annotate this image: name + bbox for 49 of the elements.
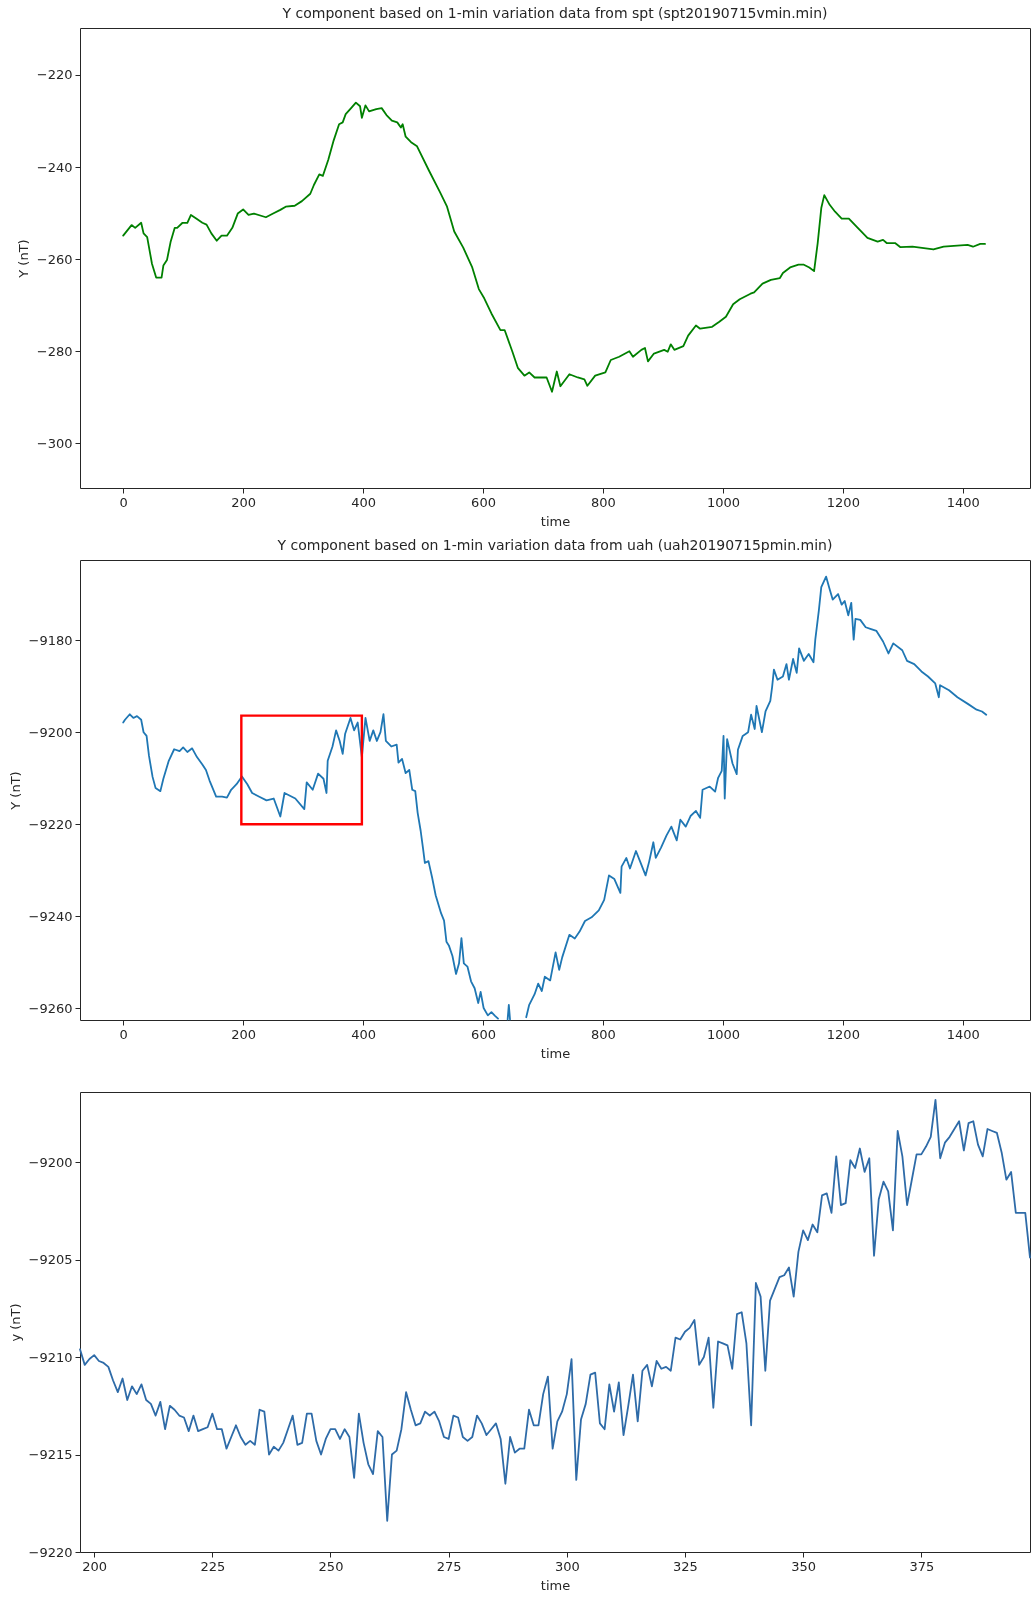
line-series bbox=[122, 101, 986, 393]
x-tick-label: 1200 bbox=[826, 1026, 860, 1042]
y-tick-label: −9205 bbox=[28, 1252, 73, 1268]
y-axis-title: y (nT) bbox=[7, 1303, 23, 1342]
y-tick-label: −9215 bbox=[28, 1447, 73, 1463]
y-tick-label: −9260 bbox=[28, 1000, 73, 1016]
x-tick-label: 250 bbox=[318, 1558, 344, 1574]
x-tick-label: 1400 bbox=[946, 494, 980, 510]
x-tick-label: 800 bbox=[591, 494, 616, 510]
y-tick-label: −220 bbox=[36, 67, 73, 83]
y-tick-label: −280 bbox=[36, 343, 73, 359]
x-tick-label: 200 bbox=[231, 494, 257, 510]
x-tick-label: 275 bbox=[436, 1558, 462, 1574]
x-tick-label: 200 bbox=[231, 1026, 257, 1042]
y-axis-title: Y (nT) bbox=[15, 239, 31, 279]
y-tick-label: −9240 bbox=[28, 908, 73, 924]
x-tick-label: 600 bbox=[471, 494, 496, 510]
x-tick-label: 400 bbox=[351, 494, 376, 510]
x-tick-label: 0 bbox=[119, 1026, 128, 1042]
chart-title: Y component based on 1-min variation data from uah (uah20190715pmin.min) bbox=[276, 537, 833, 553]
y-tick-label: −240 bbox=[36, 159, 73, 175]
y-tick-label: −9180 bbox=[28, 632, 73, 648]
x-axis-title: time bbox=[540, 1577, 571, 1593]
y-tick-label: −260 bbox=[36, 251, 73, 267]
x-tick-label: 800 bbox=[591, 1026, 616, 1042]
y-tick-label: −9200 bbox=[28, 1154, 73, 1170]
x-tick-label: 325 bbox=[673, 1558, 698, 1574]
chart-title: Y component based on 1-min variation data from spt (spt20190715vmin.min) bbox=[281, 5, 828, 21]
x-tick-label: 1200 bbox=[826, 494, 860, 510]
x-tick-label: 200 bbox=[82, 1558, 108, 1574]
x-tick-label: 1000 bbox=[706, 494, 740, 510]
x-tick-label: 225 bbox=[200, 1558, 226, 1574]
y-axis-title: Y (nT) bbox=[7, 771, 23, 811]
x-tick-label: 0 bbox=[119, 494, 128, 510]
x-axis-title: time bbox=[540, 1045, 571, 1061]
y-tick-label: −9200 bbox=[28, 724, 73, 740]
x-tick-label: 600 bbox=[471, 1026, 496, 1042]
x-tick-label: 350 bbox=[791, 1558, 817, 1574]
x-tick-label: 375 bbox=[909, 1558, 935, 1574]
y-tick-label: −9220 bbox=[28, 816, 73, 832]
x-axis-title: time bbox=[540, 513, 571, 529]
y-tick-label: −300 bbox=[36, 435, 73, 451]
x-tick-label: 1400 bbox=[946, 1026, 980, 1042]
y-tick-label: −9210 bbox=[28, 1349, 73, 1365]
x-tick-label: 1000 bbox=[706, 1026, 740, 1042]
x-tick-label: 300 bbox=[554, 1558, 580, 1574]
y-tick-label: −9220 bbox=[28, 1544, 73, 1560]
x-tick-label: 400 bbox=[351, 1026, 376, 1042]
line-series bbox=[79, 1098, 1031, 1522]
